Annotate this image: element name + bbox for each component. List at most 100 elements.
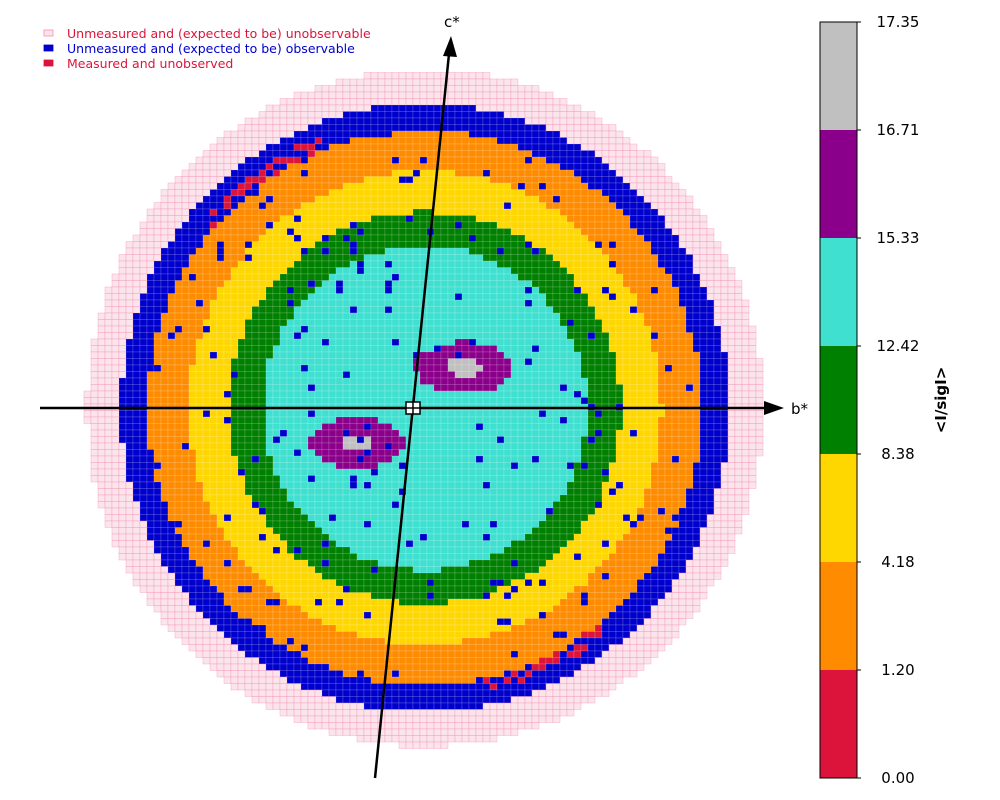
cell-unobservable — [622, 156, 631, 164]
cell-unobservable — [125, 267, 134, 275]
heatmap-cell — [454, 156, 463, 164]
heatmap-cell — [615, 299, 624, 307]
heatmap-cell — [398, 202, 407, 210]
cell-unobservable — [272, 137, 281, 145]
heatmap-cell — [377, 436, 386, 444]
cell-unobservable — [300, 104, 309, 112]
heatmap-cell — [545, 163, 554, 171]
heatmap-cell — [615, 215, 624, 223]
cell-observable — [188, 273, 197, 281]
cell-unobservable — [356, 98, 365, 106]
heatmap-cell — [573, 247, 582, 255]
heatmap-cell — [552, 390, 561, 398]
heatmap-cell — [195, 260, 204, 268]
heatmap-cell — [531, 351, 540, 359]
heatmap-cell — [510, 247, 519, 255]
cell-observable — [286, 143, 295, 151]
cell-unobservable — [153, 208, 162, 216]
cell-observable — [209, 202, 218, 210]
heatmap-cell — [258, 221, 267, 229]
heatmap-cell — [272, 325, 281, 333]
cell-unobservable — [265, 130, 274, 138]
heatmap-cell — [594, 202, 603, 210]
cell-unobservable — [104, 475, 113, 483]
cell-unobservable — [727, 462, 736, 470]
heatmap-cell — [356, 137, 365, 145]
heatmap-cell — [517, 338, 526, 346]
cell-unobservable — [272, 124, 281, 132]
heatmap-cell — [538, 468, 547, 476]
heatmap-cell — [587, 293, 596, 301]
heatmap-cell — [419, 371, 428, 379]
cell-unobservable — [706, 293, 715, 301]
heatmap-cell — [440, 468, 449, 476]
cell-observable — [132, 462, 141, 470]
heatmap-cell — [657, 371, 666, 379]
cell-unobservable — [167, 234, 176, 242]
heatmap-cell — [230, 436, 239, 444]
heatmap-cell — [307, 195, 316, 203]
heatmap-cell — [328, 286, 337, 294]
heatmap-cell — [419, 436, 428, 444]
heatmap-cell — [265, 293, 274, 301]
heatmap-cell — [517, 150, 526, 158]
heatmap-cell — [524, 280, 533, 288]
cell-unobservable — [734, 429, 743, 437]
cell-unobservable — [545, 91, 554, 99]
heatmap-cell — [195, 442, 204, 450]
cell-unobservable — [174, 208, 183, 216]
heatmap-cell — [237, 325, 246, 333]
heatmap-cell — [608, 254, 617, 262]
heatmap-cell — [552, 189, 561, 197]
heatmap-cell — [209, 377, 218, 385]
cell-unobservable — [405, 85, 414, 93]
heatmap-cell — [230, 319, 239, 327]
heatmap-cell — [174, 280, 183, 288]
heatmap-cell — [433, 293, 442, 301]
cell-unobservable — [713, 254, 722, 262]
heatmap-cell — [265, 351, 274, 359]
cell-unobservable — [398, 78, 407, 86]
cell-observable — [328, 117, 337, 125]
heatmap-cell — [314, 241, 323, 249]
heatmap-cell — [552, 280, 561, 288]
heatmap-cell — [587, 468, 596, 476]
heatmap-cell — [237, 345, 246, 353]
heatmap-cell — [629, 312, 638, 320]
cell-observable — [286, 150, 295, 158]
heatmap-cell — [433, 299, 442, 307]
heatmap-cell — [209, 455, 218, 463]
heatmap-cell — [496, 254, 505, 262]
heatmap-cell — [545, 455, 554, 463]
cell-observable — [174, 228, 183, 236]
heatmap-cell — [377, 371, 386, 379]
heatmap-cell — [419, 176, 428, 184]
heatmap-cell — [566, 176, 575, 184]
heatmap-cell — [244, 215, 253, 223]
heatmap-cell — [251, 442, 260, 450]
cell-unobservable — [699, 260, 708, 268]
cell-unobservable — [111, 436, 120, 444]
heatmap-cell — [237, 377, 246, 385]
heatmap-cell — [412, 182, 421, 190]
heatmap-cell — [398, 312, 407, 320]
cell-unobservable — [734, 325, 743, 333]
heatmap-cell — [524, 221, 533, 229]
cell-observable — [559, 143, 568, 151]
cell-unobservable — [433, 85, 442, 93]
cell-unobservable — [748, 462, 757, 470]
cell-unobservable — [118, 449, 127, 457]
heatmap-cell — [559, 221, 568, 229]
cell-unobservable — [195, 169, 204, 177]
cell-observable — [706, 468, 715, 476]
cell-unobservable — [727, 442, 736, 450]
cell-unobservable — [293, 98, 302, 106]
cell-observable — [209, 189, 218, 197]
heatmap-cell — [461, 338, 470, 346]
cell-unobservable — [293, 124, 302, 132]
heatmap-cell — [692, 371, 701, 379]
heatmap-cell — [629, 351, 638, 359]
cell-observable — [412, 117, 421, 125]
heatmap-cell — [230, 208, 239, 216]
heatmap-cell — [251, 397, 260, 405]
